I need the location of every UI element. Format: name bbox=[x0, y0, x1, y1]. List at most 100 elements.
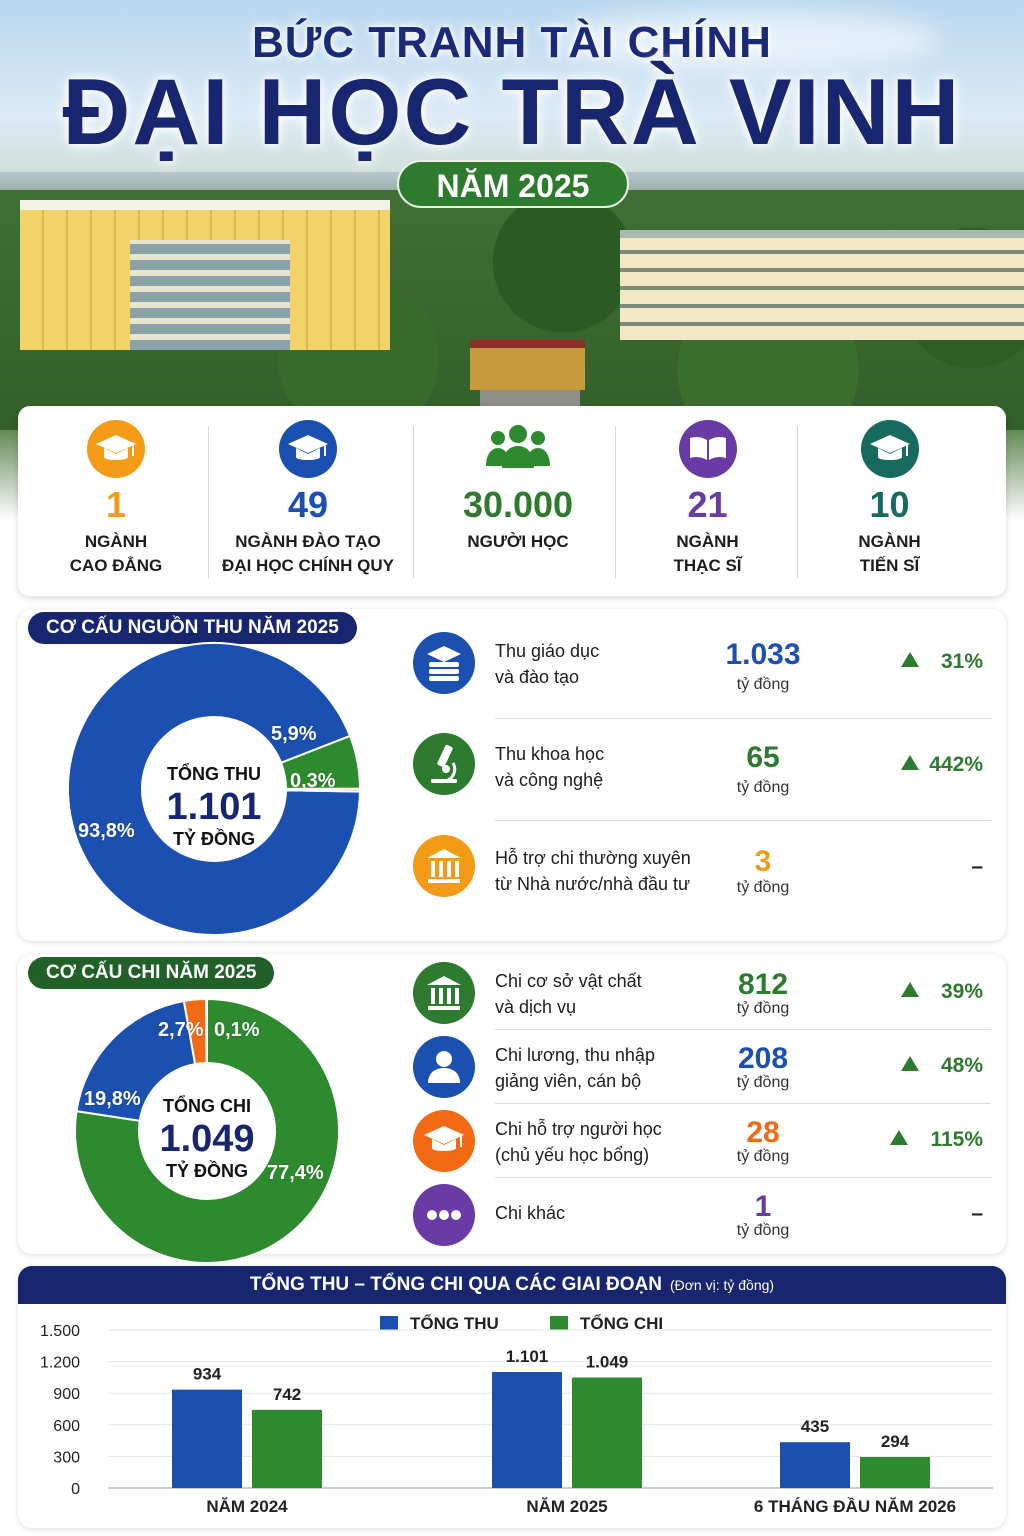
stat-label: NGÀNH ĐÀO TẠO ĐẠI HỌC CHÍNH QUY bbox=[222, 532, 394, 575]
bar-chart-unit-note: (Đơn vị: tỷ đồng) bbox=[669, 1277, 775, 1293]
stat-label: NGÀNH CAO ĐẲNG bbox=[69, 532, 163, 575]
more-dots-icon bbox=[413, 1184, 475, 1246]
y-tick-label: 300 bbox=[53, 1449, 80, 1466]
stat-master: 21 NGÀNH THẠC SĨ bbox=[615, 406, 800, 596]
expense-slice-label-student-support: 2,7% bbox=[158, 1019, 204, 1041]
expense-item-other: Chi khác 1 tỷ đồng – bbox=[413, 1184, 983, 1246]
revenue-card: CƠ CẤU NGUỒN THU NĂM 2025 TỔNG THU 1.101… bbox=[18, 609, 1006, 941]
person-icon bbox=[413, 1036, 475, 1098]
y-tick-label: 600 bbox=[53, 1418, 80, 1435]
item-change: 31% bbox=[853, 650, 983, 674]
title-line-2: ĐẠI HỌC TRÀ VINH bbox=[62, 59, 962, 164]
x-tick-label: NĂM 2025 bbox=[526, 1497, 607, 1516]
stat-students: 30.000 NGƯỜI HỌC bbox=[413, 406, 623, 596]
revenue-donut-chart bbox=[67, 642, 362, 936]
up-arrow-icon bbox=[900, 652, 919, 667]
stat-number: 21 bbox=[687, 484, 728, 525]
y-tick-label: 0 bbox=[71, 1481, 80, 1498]
item-label: Chi lương, thu nhập giảng viên, cán bộ bbox=[495, 1045, 655, 1091]
revenue-slice-label-science: 5,9% bbox=[271, 723, 317, 745]
legend-swatch bbox=[550, 1316, 568, 1330]
books-icon bbox=[413, 632, 475, 694]
item-change: 442% bbox=[853, 753, 983, 777]
pie-slice-education bbox=[67, 642, 361, 936]
item-label: Hỗ trợ chi thường xuyên từ Nhà nước/nhà … bbox=[495, 848, 691, 894]
campus-building-left bbox=[20, 200, 390, 350]
item-value: 65 bbox=[746, 741, 780, 774]
revenue-slice-label-support: 0,3% bbox=[290, 770, 336, 792]
building-icon bbox=[413, 962, 475, 1024]
item-value: 1 bbox=[754, 1190, 772, 1223]
pie-slice-salary bbox=[75, 999, 197, 1122]
item-change: – bbox=[971, 1202, 983, 1225]
bar-revenue bbox=[492, 1372, 562, 1488]
item-change: 48% bbox=[853, 1054, 983, 1078]
donut-center-title: TỔNG THU bbox=[167, 764, 261, 784]
bar-expense bbox=[252, 1409, 322, 1488]
revenue-item-education: Thu giáo dục và đào tạo 1.033 tỷ đồng 31… bbox=[413, 632, 983, 694]
item-change: 39% bbox=[853, 980, 983, 1004]
stat-label: NGÀNH TIẾN SĨ bbox=[858, 532, 921, 575]
item-unit: tỷ đồng bbox=[736, 1148, 790, 1165]
stat-number: 49 bbox=[287, 484, 329, 525]
revenue-badge: CƠ CẤU NGUỒN THU NĂM 2025 bbox=[28, 612, 357, 644]
stats-panel: 1 NGÀNH CAO ĐẲNG 49 NGÀNH ĐÀO TẠO ĐẠI HỌ… bbox=[18, 406, 1006, 596]
bar-value-label: 742 bbox=[273, 1385, 301, 1404]
item-value: 1.033 bbox=[725, 638, 801, 671]
campus-gate bbox=[470, 340, 585, 390]
donut-center-unit: TỶ ĐỒNG bbox=[172, 829, 255, 849]
stat-undergrad: 49 NGÀNH ĐÀO TẠO ĐẠI HỌC CHÍNH QUY bbox=[208, 406, 408, 596]
bar-chart: 0 300 600 900 1.200 1.500 934 742 NĂM 2024 1.101 1… bbox=[40, 1323, 993, 1516]
expense-slice-label-facilities: 77,4% bbox=[267, 1162, 324, 1184]
up-arrow-icon bbox=[900, 1056, 919, 1071]
up-arrow-icon bbox=[900, 982, 919, 997]
item-label: Thu khoa học và công nghệ bbox=[495, 744, 605, 790]
donut-center-unit: TỶ ĐỒNG bbox=[165, 1161, 248, 1181]
expense-donut-center: TỔNG CHI 1.049 TỶ ĐỒNG bbox=[137, 1096, 277, 1182]
stat-number: 30.000 bbox=[462, 484, 574, 525]
up-arrow-icon bbox=[901, 755, 920, 770]
expense-badge: CƠ CẤU CHI NĂM 2025 bbox=[28, 957, 275, 989]
open-book-icon bbox=[678, 420, 737, 478]
revenue-item-science: Thu khoa học và công nghệ 65 tỷ đồng 442… bbox=[413, 733, 983, 796]
graduation-cap-icon bbox=[279, 420, 337, 478]
item-unit: tỷ đồng bbox=[736, 1222, 790, 1239]
item-unit: tỷ đồng bbox=[736, 879, 790, 896]
donut-center-value: 1.101 bbox=[166, 786, 262, 828]
expense-slice-label-salary: 19,8% bbox=[84, 1088, 141, 1110]
expense-item-facilities: Chi cơ sở vật chất và dịch vụ 812 tỷ đồn… bbox=[413, 962, 983, 1024]
stat-label: NGƯỜI HỌC bbox=[467, 532, 569, 551]
item-unit: tỷ đồng bbox=[736, 1000, 790, 1017]
graduation-cap-icon bbox=[413, 1110, 475, 1172]
bar-value-label: 934 bbox=[193, 1365, 222, 1384]
item-label: Chi khác bbox=[495, 1203, 566, 1223]
stat-doctor: 10 NGÀNH TIẾN SĨ bbox=[797, 406, 982, 596]
graduation-cap-icon bbox=[860, 420, 919, 478]
item-unit: tỷ đồng bbox=[736, 1074, 790, 1091]
item-change: 115% bbox=[853, 1128, 983, 1152]
revenue-slice-label-education: 93,8% bbox=[78, 820, 135, 842]
y-tick-label: 900 bbox=[53, 1386, 80, 1403]
microscope-icon bbox=[413, 733, 475, 795]
bar-chart-card: TỔNG THU – TỔNG CHI QUA CÁC GIAI ĐOẠN (Đơ… bbox=[18, 1266, 1006, 1528]
item-label: Thu giáo dục và đào tạo bbox=[495, 641, 600, 687]
revenue-donut-center: TỔNG THU 1.101 TỶ ĐỒNG bbox=[139, 764, 289, 850]
title-line-1: BỨC TRANH TÀI CHÍNH bbox=[252, 18, 772, 67]
bar-chart-title: TỔNG THU – TỔNG CHI QUA CÁC GIAI ĐOẠN bbox=[249, 1274, 662, 1295]
expense-item-student-support: Chi hỗ trợ người học (chủ yếu học bổng) … bbox=[413, 1110, 983, 1172]
y-tick-label: 1.500 bbox=[40, 1323, 80, 1340]
bar-value-label: 1.049 bbox=[586, 1353, 629, 1372]
expense-slice-label-other: 0,1% bbox=[214, 1019, 260, 1041]
stat-college: 1 NGÀNH CAO ĐẲNG bbox=[18, 406, 214, 596]
item-value: 208 bbox=[737, 1042, 789, 1075]
bar-chart-header: TỔNG THU – TỔNG CHI QUA CÁC GIAI ĐOẠN (Đơ… bbox=[18, 1266, 1006, 1304]
year-badge: NĂM 2025 bbox=[397, 160, 629, 208]
bar-value-label: 1.101 bbox=[506, 1347, 549, 1366]
item-value: 28 bbox=[746, 1116, 780, 1149]
item-unit: tỷ đồng bbox=[736, 676, 790, 693]
bar-value-label: 294 bbox=[881, 1432, 910, 1451]
item-unit: tỷ đồng bbox=[736, 779, 790, 796]
stat-number: 10 bbox=[869, 484, 910, 525]
legend-swatch bbox=[380, 1316, 398, 1330]
bar-expense bbox=[572, 1377, 642, 1488]
